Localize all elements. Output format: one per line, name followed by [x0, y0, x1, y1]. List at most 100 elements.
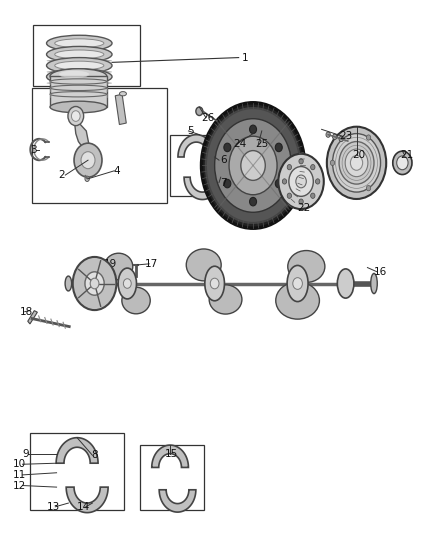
Circle shape — [289, 166, 313, 196]
Circle shape — [250, 197, 257, 206]
Ellipse shape — [46, 59, 112, 62]
Circle shape — [224, 143, 231, 152]
Ellipse shape — [104, 253, 133, 280]
Text: 17: 17 — [145, 259, 158, 269]
Text: 25: 25 — [255, 139, 268, 149]
Ellipse shape — [50, 101, 107, 113]
Ellipse shape — [59, 70, 89, 78]
Circle shape — [279, 154, 324, 209]
Polygon shape — [184, 177, 221, 199]
Ellipse shape — [46, 69, 112, 85]
Ellipse shape — [293, 278, 302, 289]
Bar — [30, 433, 124, 510]
Ellipse shape — [118, 268, 137, 299]
Polygon shape — [152, 445, 188, 467]
Circle shape — [327, 127, 386, 199]
Ellipse shape — [46, 46, 112, 62]
Ellipse shape — [46, 35, 112, 51]
Circle shape — [311, 165, 315, 170]
Circle shape — [311, 193, 315, 198]
Polygon shape — [74, 118, 91, 155]
Ellipse shape — [55, 72, 104, 81]
Polygon shape — [159, 490, 196, 512]
Circle shape — [275, 143, 282, 152]
Text: 16: 16 — [374, 267, 387, 277]
Text: 12: 12 — [12, 481, 26, 490]
Ellipse shape — [276, 282, 319, 319]
Ellipse shape — [50, 69, 107, 84]
Bar — [170, 135, 233, 196]
Ellipse shape — [371, 273, 377, 294]
Text: 22: 22 — [297, 203, 311, 213]
Polygon shape — [56, 438, 98, 463]
Text: 2: 2 — [59, 170, 65, 180]
Circle shape — [90, 278, 99, 289]
Ellipse shape — [55, 50, 104, 59]
Ellipse shape — [55, 61, 104, 70]
Circle shape — [339, 136, 343, 142]
Polygon shape — [28, 311, 37, 324]
Ellipse shape — [65, 276, 72, 291]
Text: 5: 5 — [187, 126, 194, 136]
Ellipse shape — [122, 287, 150, 314]
Circle shape — [296, 175, 306, 188]
Ellipse shape — [210, 278, 219, 289]
Text: 1: 1 — [242, 53, 248, 62]
Circle shape — [206, 108, 300, 223]
Circle shape — [196, 107, 203, 116]
Text: 14: 14 — [77, 502, 90, 512]
Circle shape — [74, 143, 102, 177]
Ellipse shape — [209, 285, 242, 314]
Circle shape — [81, 152, 95, 168]
Text: 9: 9 — [23, 449, 29, 458]
Circle shape — [287, 165, 292, 170]
Text: 24: 24 — [233, 139, 247, 149]
Text: 8: 8 — [91, 450, 98, 460]
Ellipse shape — [46, 70, 112, 74]
Text: 6: 6 — [220, 155, 227, 165]
Circle shape — [330, 160, 335, 165]
Circle shape — [201, 103, 304, 228]
Circle shape — [275, 179, 282, 188]
Circle shape — [332, 134, 337, 140]
Circle shape — [73, 257, 117, 310]
Polygon shape — [66, 487, 108, 513]
Circle shape — [241, 151, 265, 180]
Circle shape — [299, 199, 303, 204]
Text: 15: 15 — [164, 449, 177, 458]
Circle shape — [250, 125, 257, 134]
Text: 11: 11 — [12, 470, 26, 480]
Circle shape — [224, 179, 231, 188]
Circle shape — [215, 119, 291, 212]
Text: 20: 20 — [352, 150, 365, 160]
Circle shape — [315, 179, 320, 184]
Text: 3: 3 — [30, 144, 37, 155]
Ellipse shape — [46, 81, 112, 85]
Text: 18: 18 — [20, 306, 34, 317]
Circle shape — [393, 151, 412, 174]
Bar — [50, 76, 107, 107]
Text: 26: 26 — [201, 112, 215, 123]
Text: 7: 7 — [220, 177, 227, 188]
Circle shape — [345, 149, 368, 176]
Ellipse shape — [337, 269, 354, 298]
Text: 21: 21 — [400, 150, 413, 160]
Bar — [115, 94, 126, 125]
Ellipse shape — [120, 92, 127, 96]
Circle shape — [68, 107, 84, 126]
Bar — [140, 445, 204, 510]
Polygon shape — [178, 135, 215, 157]
Text: 10: 10 — [12, 459, 25, 469]
Circle shape — [287, 193, 292, 198]
Ellipse shape — [124, 279, 131, 288]
Circle shape — [339, 142, 374, 184]
Circle shape — [283, 179, 287, 184]
Circle shape — [397, 156, 408, 169]
Circle shape — [332, 134, 381, 192]
Text: 19: 19 — [104, 259, 117, 269]
Bar — [32, 88, 167, 203]
Circle shape — [366, 185, 371, 191]
Ellipse shape — [55, 39, 104, 47]
Ellipse shape — [288, 251, 325, 282]
Circle shape — [350, 156, 363, 170]
